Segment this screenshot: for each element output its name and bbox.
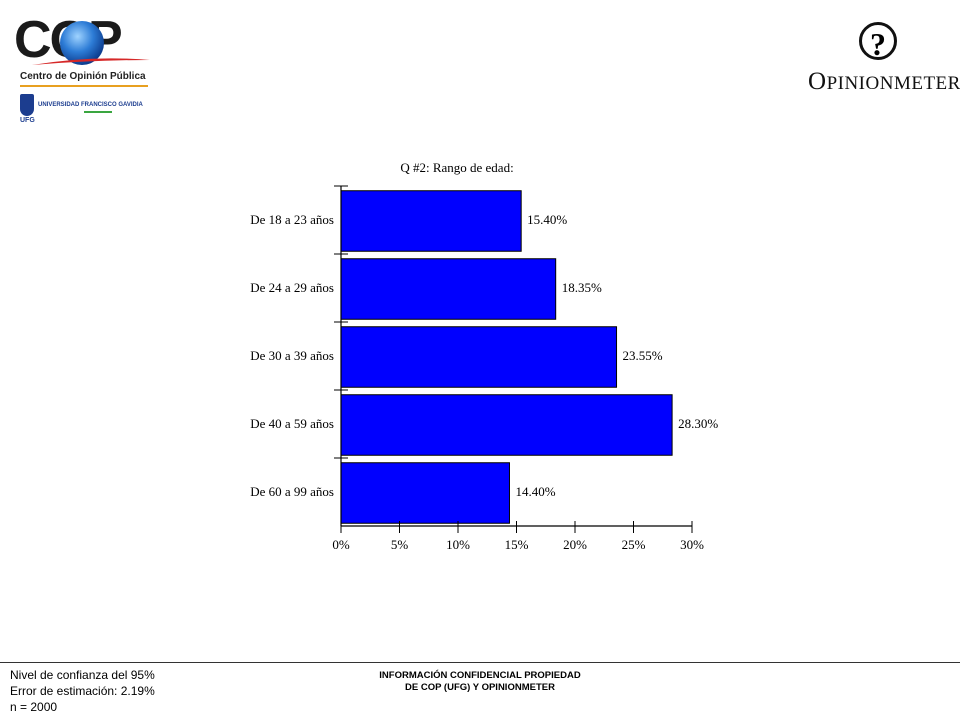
x-tick-label-0: 0% (332, 537, 350, 552)
data-label-1: 18.35% (562, 280, 602, 295)
category-label-4: De 60 a 99 años (250, 484, 334, 499)
cop-subtitle: Centro de Opinión Pública (20, 71, 146, 82)
bar-3 (340, 394, 673, 456)
x-tick-label-5: 25% (622, 537, 646, 552)
confidence-level: Nivel de confianza del 95% (10, 668, 155, 682)
data-label-0: 15.40% (527, 212, 567, 227)
confidential-notice: INFORMACIÓN CONFIDENCIAL PROPIEDAD DE CO… (330, 670, 630, 694)
confidential-line-1: INFORMACIÓN CONFIDENCIAL PROPIEDAD (379, 670, 581, 681)
data-label-4: 14.40% (515, 484, 555, 499)
opinionmeter-rest: PINIONMETER (826, 73, 960, 94)
category-label-0: De 18 a 23 años (250, 212, 334, 227)
x-tick-label-2: 10% (446, 537, 470, 552)
cop-divider (20, 85, 148, 87)
bars-layer: De 18 a 23 años 15.40% De 24 a 29 años 18.3… (250, 190, 718, 524)
x-tick-label-6: 30% (680, 537, 704, 552)
confidential-line-2: DE COP (UFG) Y OPINIONMETER (405, 682, 555, 693)
age-range-bar-chart: Q #2: Rango de edad: De 18 a 23 años 15.4… (250, 160, 718, 552)
axes-layer: 0% 5% 10% 15% 20% 25% 30% (332, 185, 704, 552)
category-label-2: De 30 a 39 años (250, 348, 334, 363)
question-mark-icon: ? (859, 22, 897, 62)
category-label-3: De 40 a 59 años (250, 416, 334, 431)
data-label-3: 28.30% (678, 416, 718, 431)
chart-title: Q #2: Rango de edad: (400, 160, 513, 175)
bar-1 (340, 258, 557, 320)
ufg-university-name: UNIVERSIDAD FRANCISCO GAVIDIA (38, 102, 143, 108)
bar-4 (340, 462, 510, 524)
sample-size: n = 2000 (10, 700, 58, 714)
footer-divider (0, 662, 960, 663)
category-label-1: De 24 a 29 años (250, 280, 334, 295)
bar-2 (340, 326, 618, 388)
x-tick-label-3: 15% (505, 537, 529, 552)
bar-0 (340, 190, 522, 252)
estimation-error: Error de estimación: 2.19% (10, 684, 155, 698)
cop-logo: COP Centro de Opinión Pública UNIVERSIDA… (14, 14, 154, 124)
x-tick-label-4: 20% (563, 537, 587, 552)
opinionmeter-logo: ? OPINIONMETER (800, 20, 960, 95)
opinionmeter-initial: O (808, 68, 827, 95)
footer-stats: Nivel de confianza del 95% Error de esti… (10, 667, 155, 715)
ufg-divider (84, 111, 112, 113)
globe-icon (60, 21, 104, 65)
x-tick-label-1: 5% (391, 537, 409, 552)
swoosh-icon (32, 58, 150, 65)
ufg-abbr: UFG (20, 117, 35, 124)
ufg-shield-icon (20, 94, 34, 116)
data-label-2: 23.55% (623, 348, 663, 363)
opinionmeter-name: OPINIONMETER (808, 68, 960, 96)
